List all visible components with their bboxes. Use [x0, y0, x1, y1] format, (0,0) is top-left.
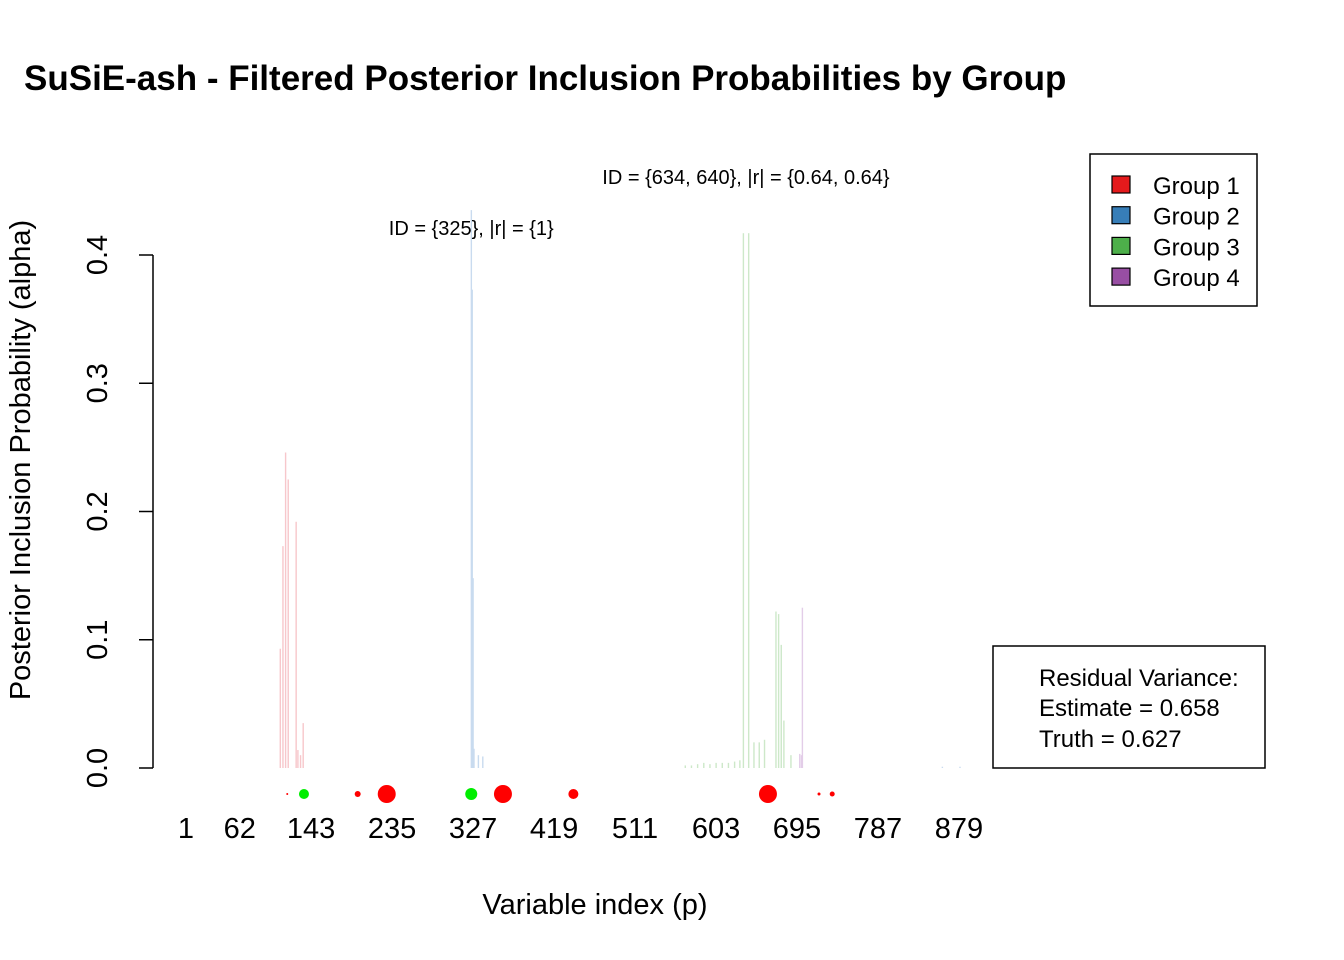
true-effect-dot: [829, 791, 835, 797]
pip-bar: [800, 755, 803, 768]
pip-bar: [801, 607, 804, 768]
pip-bar: [742, 233, 745, 768]
legend-swatch: [1111, 267, 1131, 286]
x-tick-label: 879: [935, 813, 983, 845]
pip-bar: [709, 764, 711, 768]
pip-bar: [684, 765, 686, 768]
pip-bar: [783, 720, 785, 768]
residual-variance-header: Residual Variance:: [1039, 665, 1239, 692]
annotations-layer: ID = {325}, |r| = {1} ID = {634, 640}, |r…: [389, 167, 890, 240]
x-tick-label: 235: [368, 813, 416, 845]
y-tick-label: 0.1: [82, 620, 114, 660]
residual-variance-box: Residual Variance: Estimate = 0.658 Trut…: [992, 645, 1266, 769]
pip-bar: [775, 611, 777, 768]
y-tick-label: 0.4: [82, 235, 114, 275]
pip-bar: [721, 762, 723, 768]
legend-swatch: [1111, 236, 1131, 255]
legend-swatch: [1111, 206, 1131, 225]
pip-bar: [279, 648, 281, 768]
pip-bar: [959, 766, 961, 768]
pip-bar: [282, 546, 284, 768]
x-tick-label: 419: [530, 813, 578, 845]
pip-bar: [284, 452, 287, 768]
pip-bar: [690, 765, 693, 768]
x-tick-label: 511: [612, 813, 658, 845]
pip-bar: [302, 723, 304, 768]
x-axis-label: Variable index (p): [482, 889, 707, 921]
residual-variance-frame: [992, 645, 1266, 769]
pip-bar: [297, 750, 299, 768]
true-effect-dot: [298, 789, 309, 799]
legend: Group 1 Group 2 Group 3 Group 4: [1089, 153, 1258, 307]
pip-bar: [941, 766, 944, 768]
cs-annotation: ID = {634, 640}, |r| = {0.64, 0.64}: [602, 167, 890, 189]
pip-bar: [753, 742, 755, 768]
pip-bar: [299, 755, 302, 768]
pip-bar: [471, 289, 473, 768]
true-effect-dot: [568, 789, 579, 799]
pip-bar: [482, 756, 484, 768]
pip-bar: [473, 748, 475, 768]
true-effects-layer: [286, 785, 835, 803]
pip-bar: [763, 739, 766, 768]
x-axis: 1 62 143 235 327 419 511 603 695 787 879: [178, 813, 983, 845]
legend-label: Group 1: [1153, 173, 1240, 200]
pip-bar: [295, 521, 297, 768]
pip-bar: [727, 762, 730, 768]
x-tick-label: 695: [773, 813, 821, 845]
true-effect-dot: [377, 785, 396, 803]
true-effect-dot: [817, 792, 821, 796]
y-axis: 0.0 0.1 0.2 0.3 0.4: [82, 235, 154, 788]
pip-bar: [790, 755, 792, 768]
pip-bar: [777, 614, 780, 768]
residual-variance-estimate: Estimate = 0.658: [1039, 695, 1220, 722]
pip-bar: [799, 753, 801, 768]
true-effect-dot: [758, 785, 777, 803]
pip-bar: [477, 755, 480, 768]
bars-layer: [279, 210, 961, 769]
pip-bar: [758, 742, 760, 768]
y-tick-label: 0.3: [82, 363, 114, 403]
legend-swatch: [1111, 175, 1131, 194]
true-effect-dot: [286, 793, 289, 795]
pip-bar: [696, 764, 699, 768]
cs-annotation: ID = {325}, |r| = {1}: [389, 218, 554, 240]
true-effect-dot: [465, 788, 478, 800]
y-tick-label: 0.0: [82, 748, 114, 788]
y-axis-label: Posterior Inclusion Probability (alpha): [5, 220, 37, 700]
legend-label: Group 3: [1153, 234, 1240, 261]
x-tick-label: 1: [178, 813, 194, 845]
x-tick-label: 787: [854, 813, 902, 845]
pip-bar: [733, 761, 736, 768]
x-tick-label: 143: [287, 813, 335, 845]
pip-bar: [747, 233, 750, 768]
legend-label: Group 2: [1153, 204, 1240, 231]
pip-bar: [472, 578, 474, 768]
pip-bar: [703, 762, 705, 768]
pip-bar: [470, 210, 473, 769]
pip-bar: [780, 644, 782, 768]
residual-variance-truth: Truth = 0.627: [1039, 726, 1182, 753]
x-tick-label: 327: [449, 813, 497, 845]
legend-label: Group 4: [1153, 265, 1240, 292]
pip-bar: [739, 760, 741, 768]
x-tick-label: 603: [692, 813, 740, 845]
y-tick-label: 0.2: [82, 491, 114, 531]
x-tick-label: 62: [224, 813, 256, 845]
pip-bar: [287, 479, 289, 768]
true-effect-dot: [354, 791, 361, 797]
pip-bar: [715, 762, 717, 768]
true-effect-dot: [493, 785, 512, 803]
chart-title: SuSiE-ash - Filtered Posterior Inclusion…: [24, 59, 1066, 98]
